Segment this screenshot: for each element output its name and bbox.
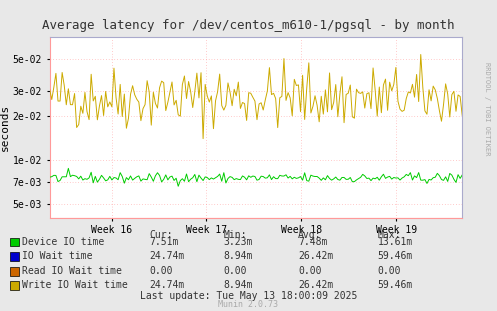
- Text: Write IO Wait time: Write IO Wait time: [22, 281, 128, 290]
- Text: 26.42m: 26.42m: [298, 251, 333, 261]
- Text: Last update: Tue May 13 18:00:09 2025: Last update: Tue May 13 18:00:09 2025: [140, 291, 357, 301]
- Text: Avg:: Avg:: [298, 230, 322, 240]
- Text: Device IO time: Device IO time: [22, 237, 104, 247]
- Text: RRDTOOL / TOBI OETIKER: RRDTOOL / TOBI OETIKER: [484, 62, 490, 156]
- Text: Average latency for /dev/centos_m610-1/pgsql - by month: Average latency for /dev/centos_m610-1/p…: [42, 19, 455, 32]
- Text: 13.61m: 13.61m: [378, 237, 413, 247]
- Text: 8.94m: 8.94m: [224, 251, 253, 261]
- Text: 0.00: 0.00: [224, 266, 247, 276]
- Text: Max:: Max:: [378, 230, 401, 240]
- Text: Read IO Wait time: Read IO Wait time: [22, 266, 122, 276]
- Text: 7.51m: 7.51m: [149, 237, 178, 247]
- Text: 59.46m: 59.46m: [378, 251, 413, 261]
- Text: Munin 2.0.73: Munin 2.0.73: [219, 299, 278, 309]
- Text: 0.00: 0.00: [149, 266, 172, 276]
- Text: 3.23m: 3.23m: [224, 237, 253, 247]
- Text: IO Wait time: IO Wait time: [22, 251, 93, 261]
- Text: 26.42m: 26.42m: [298, 281, 333, 290]
- Text: 7.48m: 7.48m: [298, 237, 328, 247]
- Text: 24.74m: 24.74m: [149, 251, 184, 261]
- Text: 0.00: 0.00: [298, 266, 322, 276]
- Text: Min:: Min:: [224, 230, 247, 240]
- Text: 0.00: 0.00: [378, 266, 401, 276]
- Text: Cur:: Cur:: [149, 230, 172, 240]
- Text: 8.94m: 8.94m: [224, 281, 253, 290]
- Text: 24.74m: 24.74m: [149, 281, 184, 290]
- Text: 59.46m: 59.46m: [378, 281, 413, 290]
- Y-axis label: seconds: seconds: [0, 104, 10, 151]
